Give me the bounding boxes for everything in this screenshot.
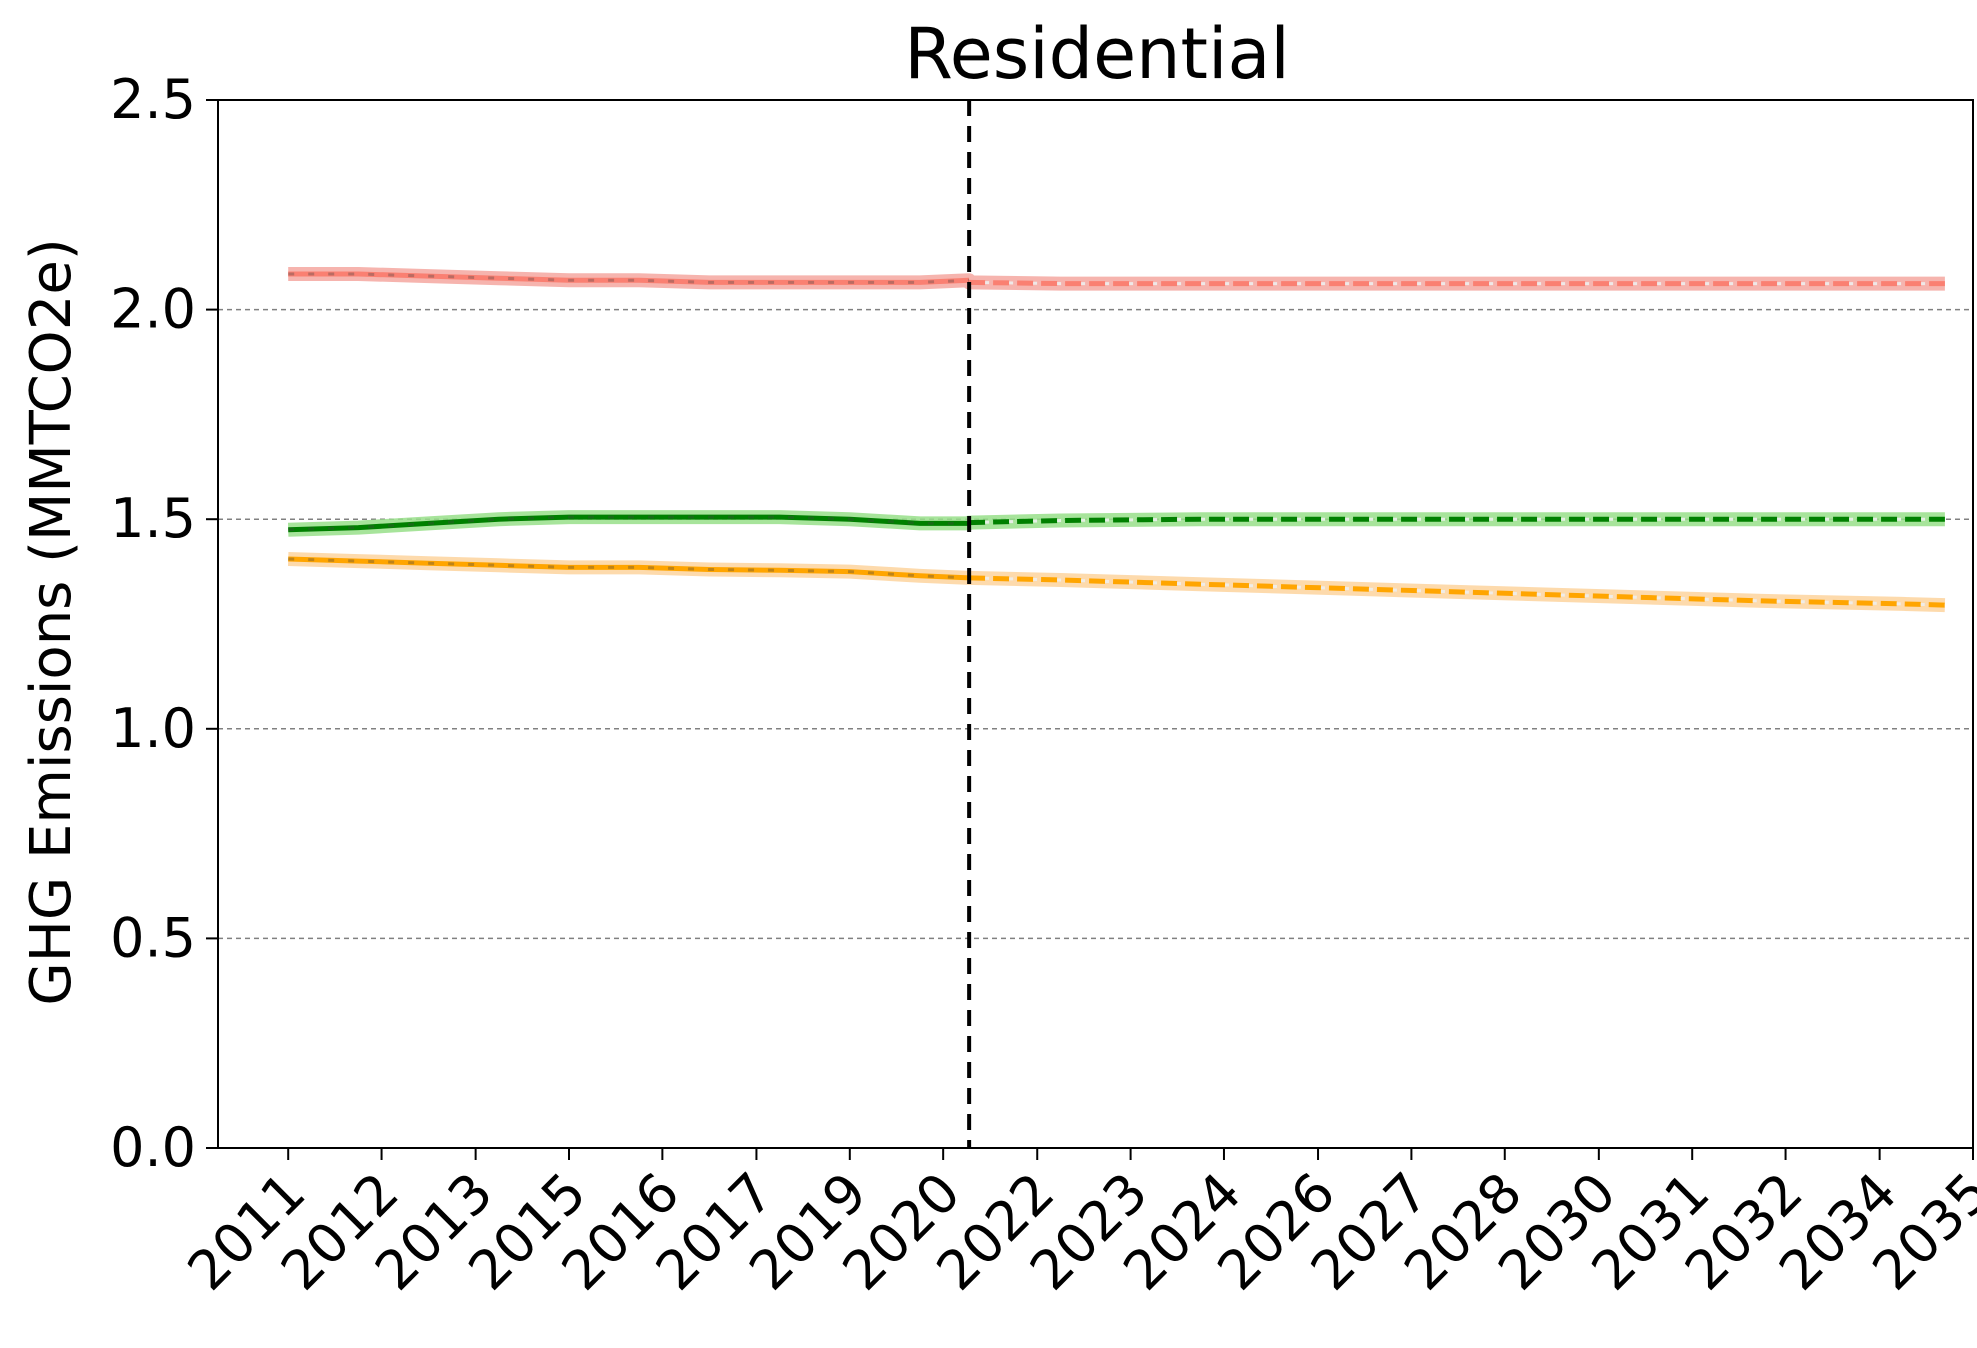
y-axis-ticks: 0.0 0.5 1.0 1.5 2.0 2.5 xyxy=(110,68,218,1179)
y-tick-label: 0.0 xyxy=(110,1116,196,1179)
historical-line xyxy=(288,271,970,285)
chart-title: Residential xyxy=(904,13,1290,95)
historical-dotted-overlay xyxy=(288,515,970,532)
historical-dotted-overlay xyxy=(288,557,970,580)
projection-line xyxy=(969,575,1945,608)
y-tick-label: 2.5 xyxy=(110,68,196,131)
uncertainty-bands xyxy=(287,267,1946,613)
projection-dotted-overlay xyxy=(969,280,1945,286)
projection-dotted-overlay xyxy=(969,576,1945,607)
y-tick-label: 2.0 xyxy=(110,278,196,341)
projection-dotted-overlay xyxy=(969,517,1945,525)
y-tick-label: 0.5 xyxy=(110,906,196,969)
x-axis-ticks: 2011201220132015201620172019202020222023… xyxy=(176,1148,1977,1302)
projection-line xyxy=(969,279,1945,287)
y-tick-label: 1.0 xyxy=(110,697,196,760)
gridlines xyxy=(218,308,1973,940)
plot-frame xyxy=(217,99,1974,1149)
historical-line xyxy=(288,514,970,533)
y-axis-label: GHG Emissions (MMTCO2e) xyxy=(19,238,84,1005)
series-lines xyxy=(288,271,1945,608)
y-tick-label: 1.5 xyxy=(110,487,196,550)
historical-line xyxy=(288,556,970,581)
projection-line xyxy=(969,516,1945,526)
historical-dotted-overlay xyxy=(288,272,970,284)
